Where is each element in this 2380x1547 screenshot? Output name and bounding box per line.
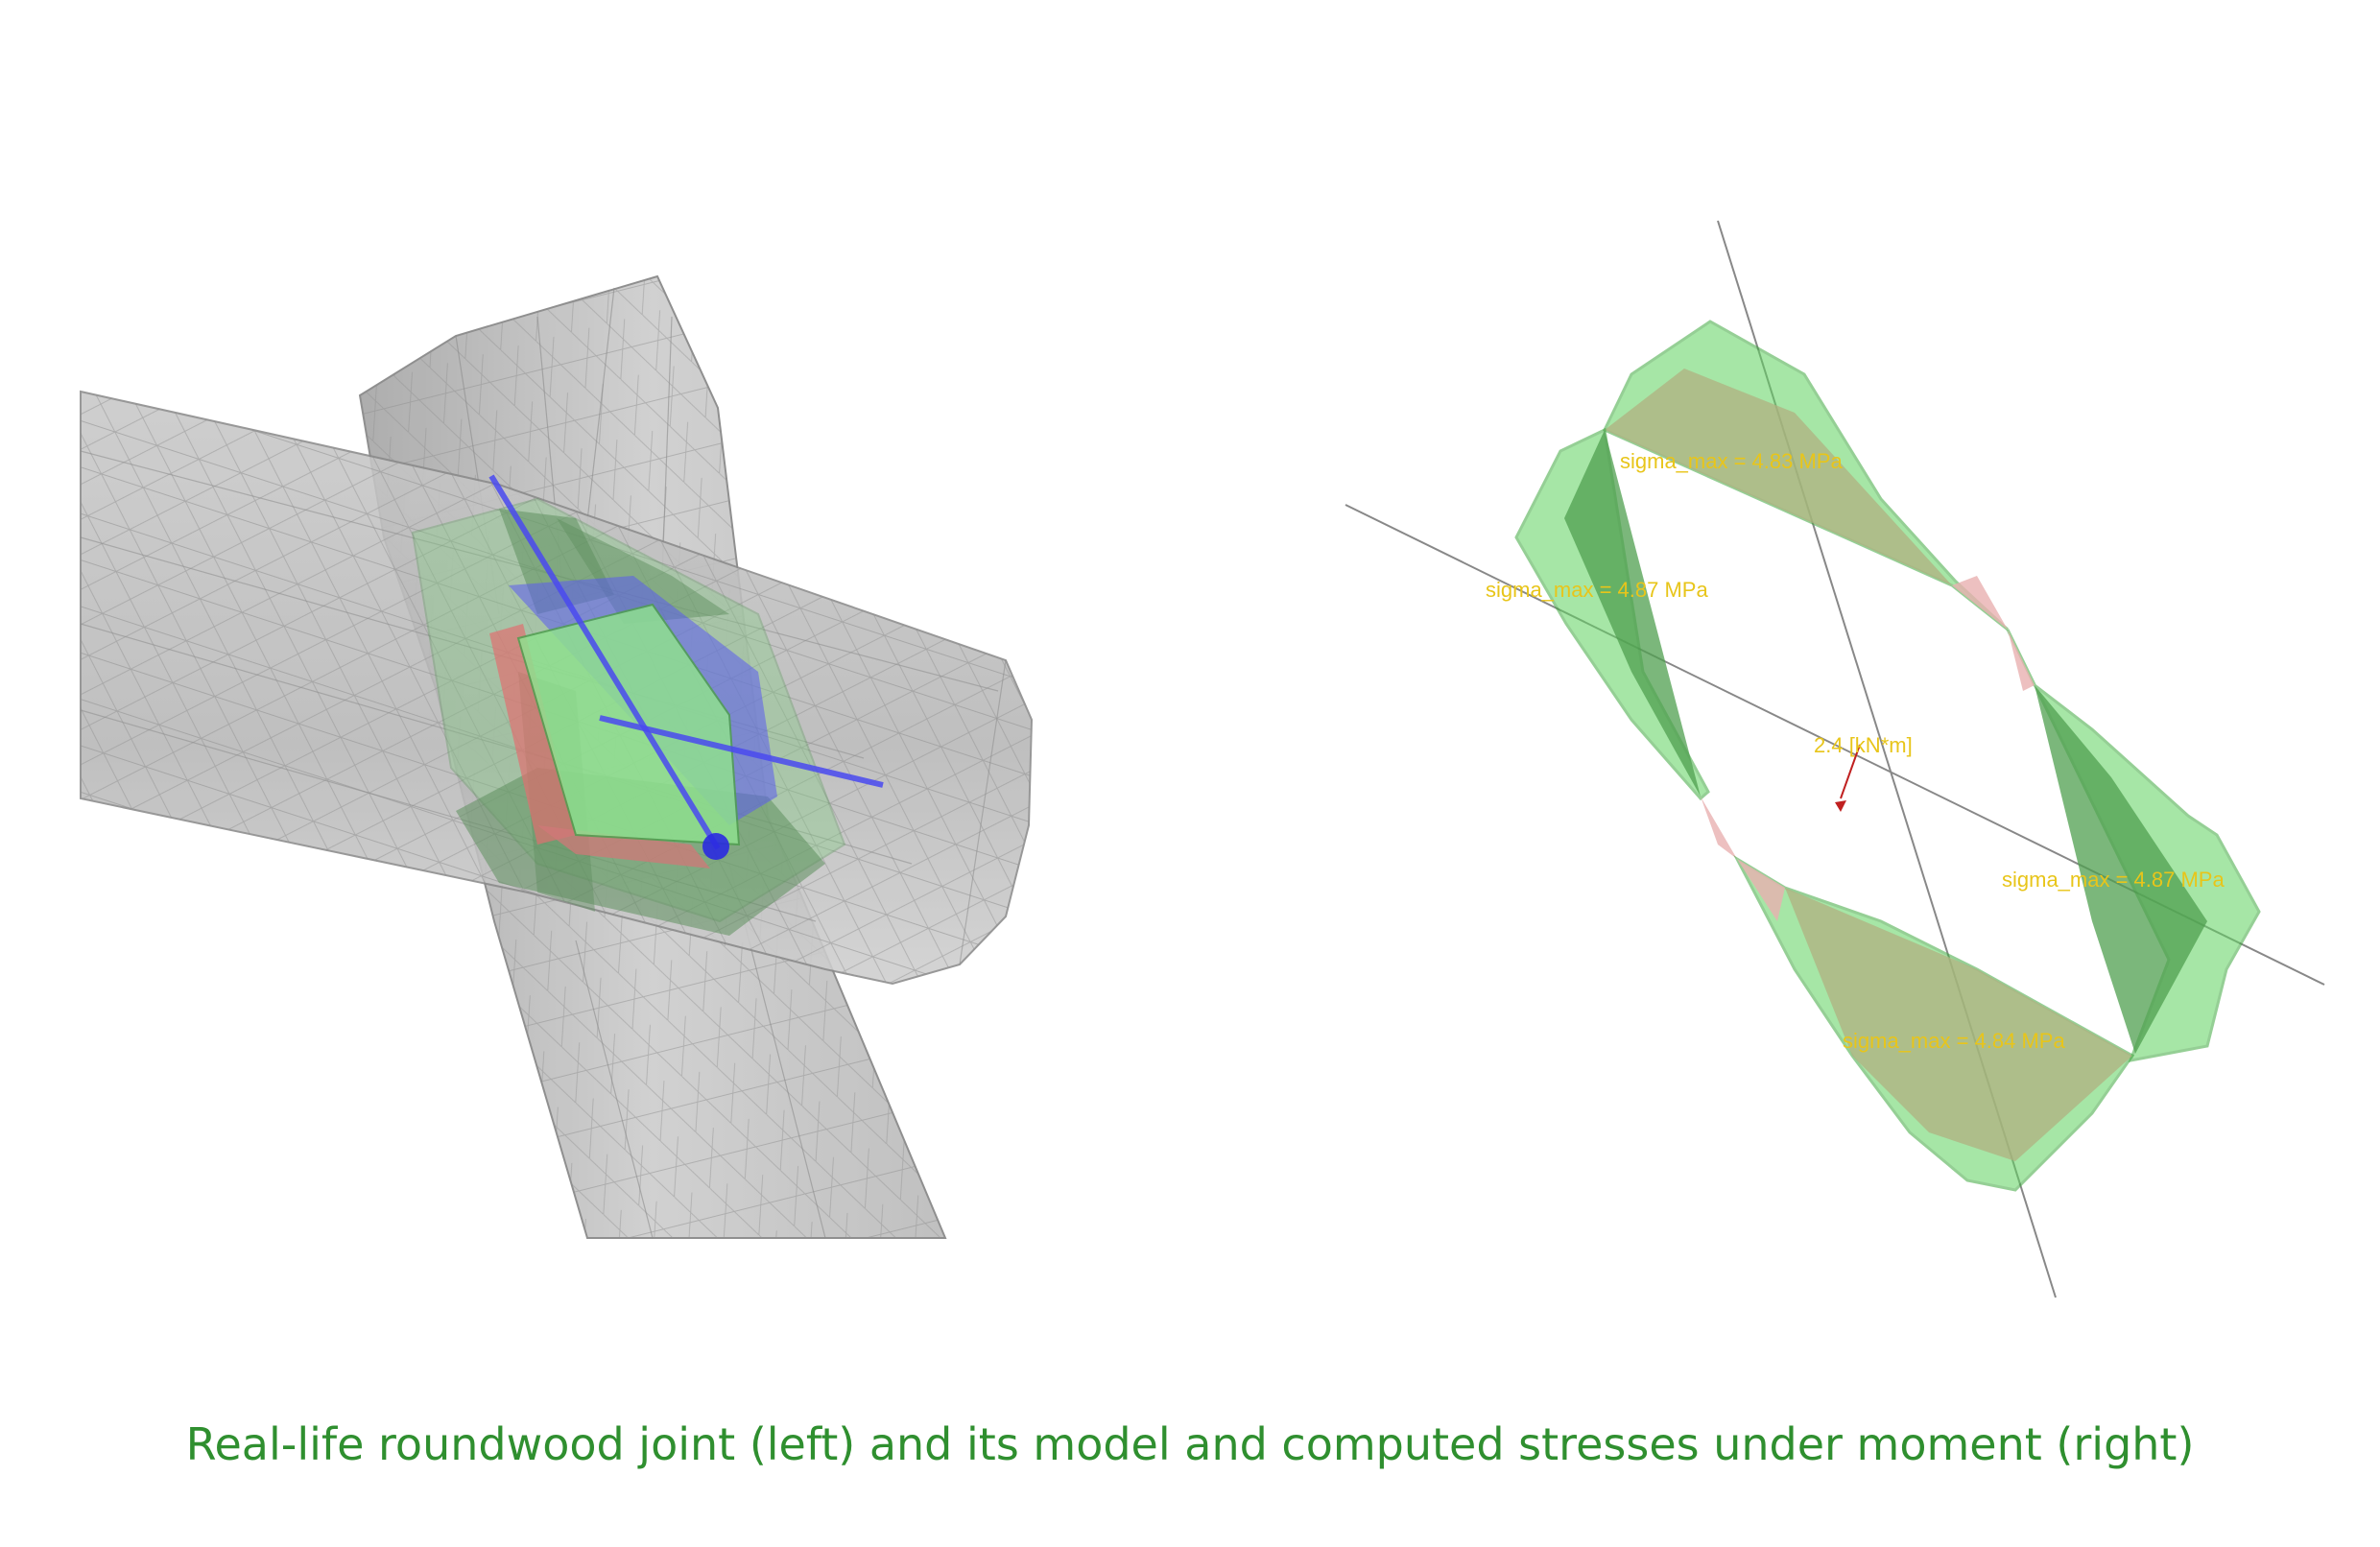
- roundwood-joint-view: [80, 274, 1034, 1239]
- moment-arrow: [1835, 744, 1861, 812]
- contact-block: [489, 576, 777, 869]
- moment-axes: [488, 474, 884, 860]
- stress-block-left: [1514, 427, 1737, 859]
- stress-block-top: [1602, 320, 2010, 631]
- stress-label-left: sigma_max = 4.87 MPa: [1486, 578, 1708, 602]
- stress-label-right: sigma_max = 4.87 MPa: [2002, 868, 2225, 892]
- moment-label: 2.4 [kN*m]: [1814, 733, 1913, 757]
- figure-caption: Real-life roundwood joint (left) and its…: [185, 1418, 2195, 1470]
- stress-model-view: sigma_max = 4.83 MPa sigma_max = 4.87 MP…: [1345, 220, 2325, 1298]
- stress-block-right: [2006, 629, 2261, 1062]
- stress-block-bottom: [1733, 854, 2135, 1192]
- stress-label-top: sigma_max = 4.83 MPa: [1620, 449, 1843, 473]
- stress-label-bottom: sigma_max = 4.84 MPa: [1843, 1029, 2065, 1053]
